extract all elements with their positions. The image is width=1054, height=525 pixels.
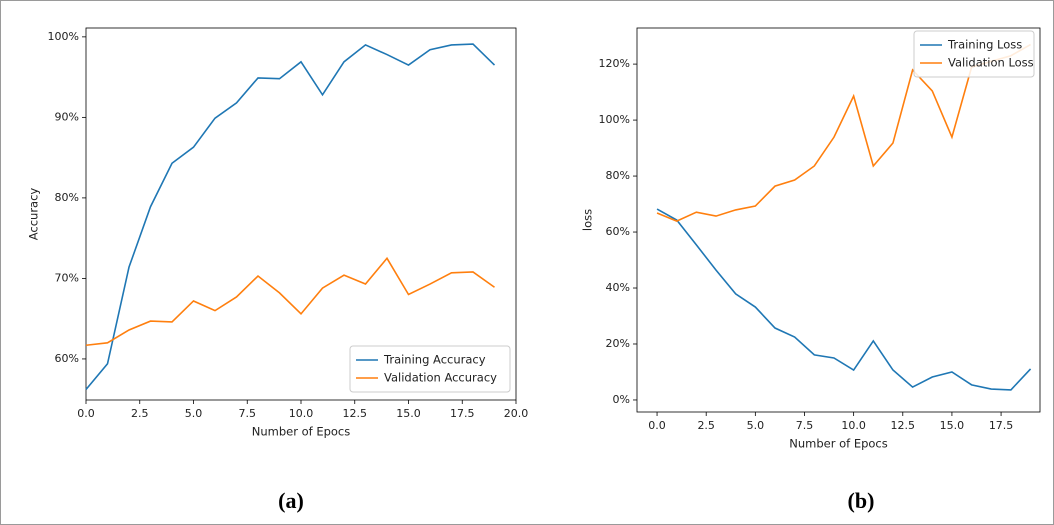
y-tick-label: 90%: [55, 110, 79, 123]
x-tick-label: 12.5: [891, 419, 916, 432]
y-tick-label: 60%: [55, 352, 79, 365]
y-tick-label: 80%: [606, 169, 630, 182]
x-axis-title: Number of Epocs: [252, 425, 351, 439]
y-tick-label: 60%: [606, 225, 630, 238]
x-tick-label: 15.0: [940, 419, 965, 432]
series-line: [85, 256, 495, 347]
y-tick-label: 100%: [599, 113, 630, 126]
caption: (a): [278, 488, 304, 513]
y-tick-label: 100%: [48, 30, 79, 43]
y-tick-label: 120%: [599, 57, 630, 70]
x-tick-label: 12.5: [343, 407, 368, 420]
x-tick-label: 20.0: [504, 407, 529, 420]
x-tick-label: 17.5: [450, 407, 475, 420]
x-tick-label: 5.0: [185, 407, 203, 420]
y-axis-title: Accuracy: [27, 188, 41, 241]
y-tick-label: 70%: [55, 271, 79, 284]
series-line: [656, 43, 1031, 222]
y-tick-label: 40%: [606, 281, 630, 294]
legend-label: Validation Loss: [948, 56, 1034, 70]
legend-box: [913, 30, 1035, 78]
caption: (b): [848, 488, 875, 513]
x-tick-label: 15.0: [396, 407, 421, 420]
x-tick-label: 17.5: [989, 419, 1014, 432]
y-axis-title: loss: [581, 209, 595, 231]
x-tick-label: 2.5: [131, 407, 149, 420]
series-line: [85, 43, 496, 391]
y-tick-label: 0%: [613, 393, 630, 406]
y-tick-label: 80%: [55, 191, 79, 204]
plot-area: [85, 27, 517, 401]
plot-area: [636, 27, 1041, 413]
x-tick-label: 7.5: [796, 419, 814, 432]
legend-box: [349, 345, 511, 393]
x-tick-label: 7.5: [239, 407, 257, 420]
x-tick-label: 0.0: [77, 407, 95, 420]
x-tick-label: 0.0: [648, 419, 666, 432]
y-tick-label: 20%: [606, 337, 630, 350]
x-tick-label: 10.0: [841, 419, 866, 432]
x-tick-label: 10.0: [289, 407, 314, 420]
legend-label: Training Loss: [947, 38, 1022, 52]
x-axis-title: Number of Epocs: [789, 437, 888, 451]
legend-label: Training Accuracy: [383, 353, 486, 367]
x-tick-label: 5.0: [747, 419, 765, 432]
x-tick-label: 2.5: [697, 419, 715, 432]
legend-label: Validation Accuracy: [384, 371, 497, 385]
series-line: [656, 208, 1032, 391]
